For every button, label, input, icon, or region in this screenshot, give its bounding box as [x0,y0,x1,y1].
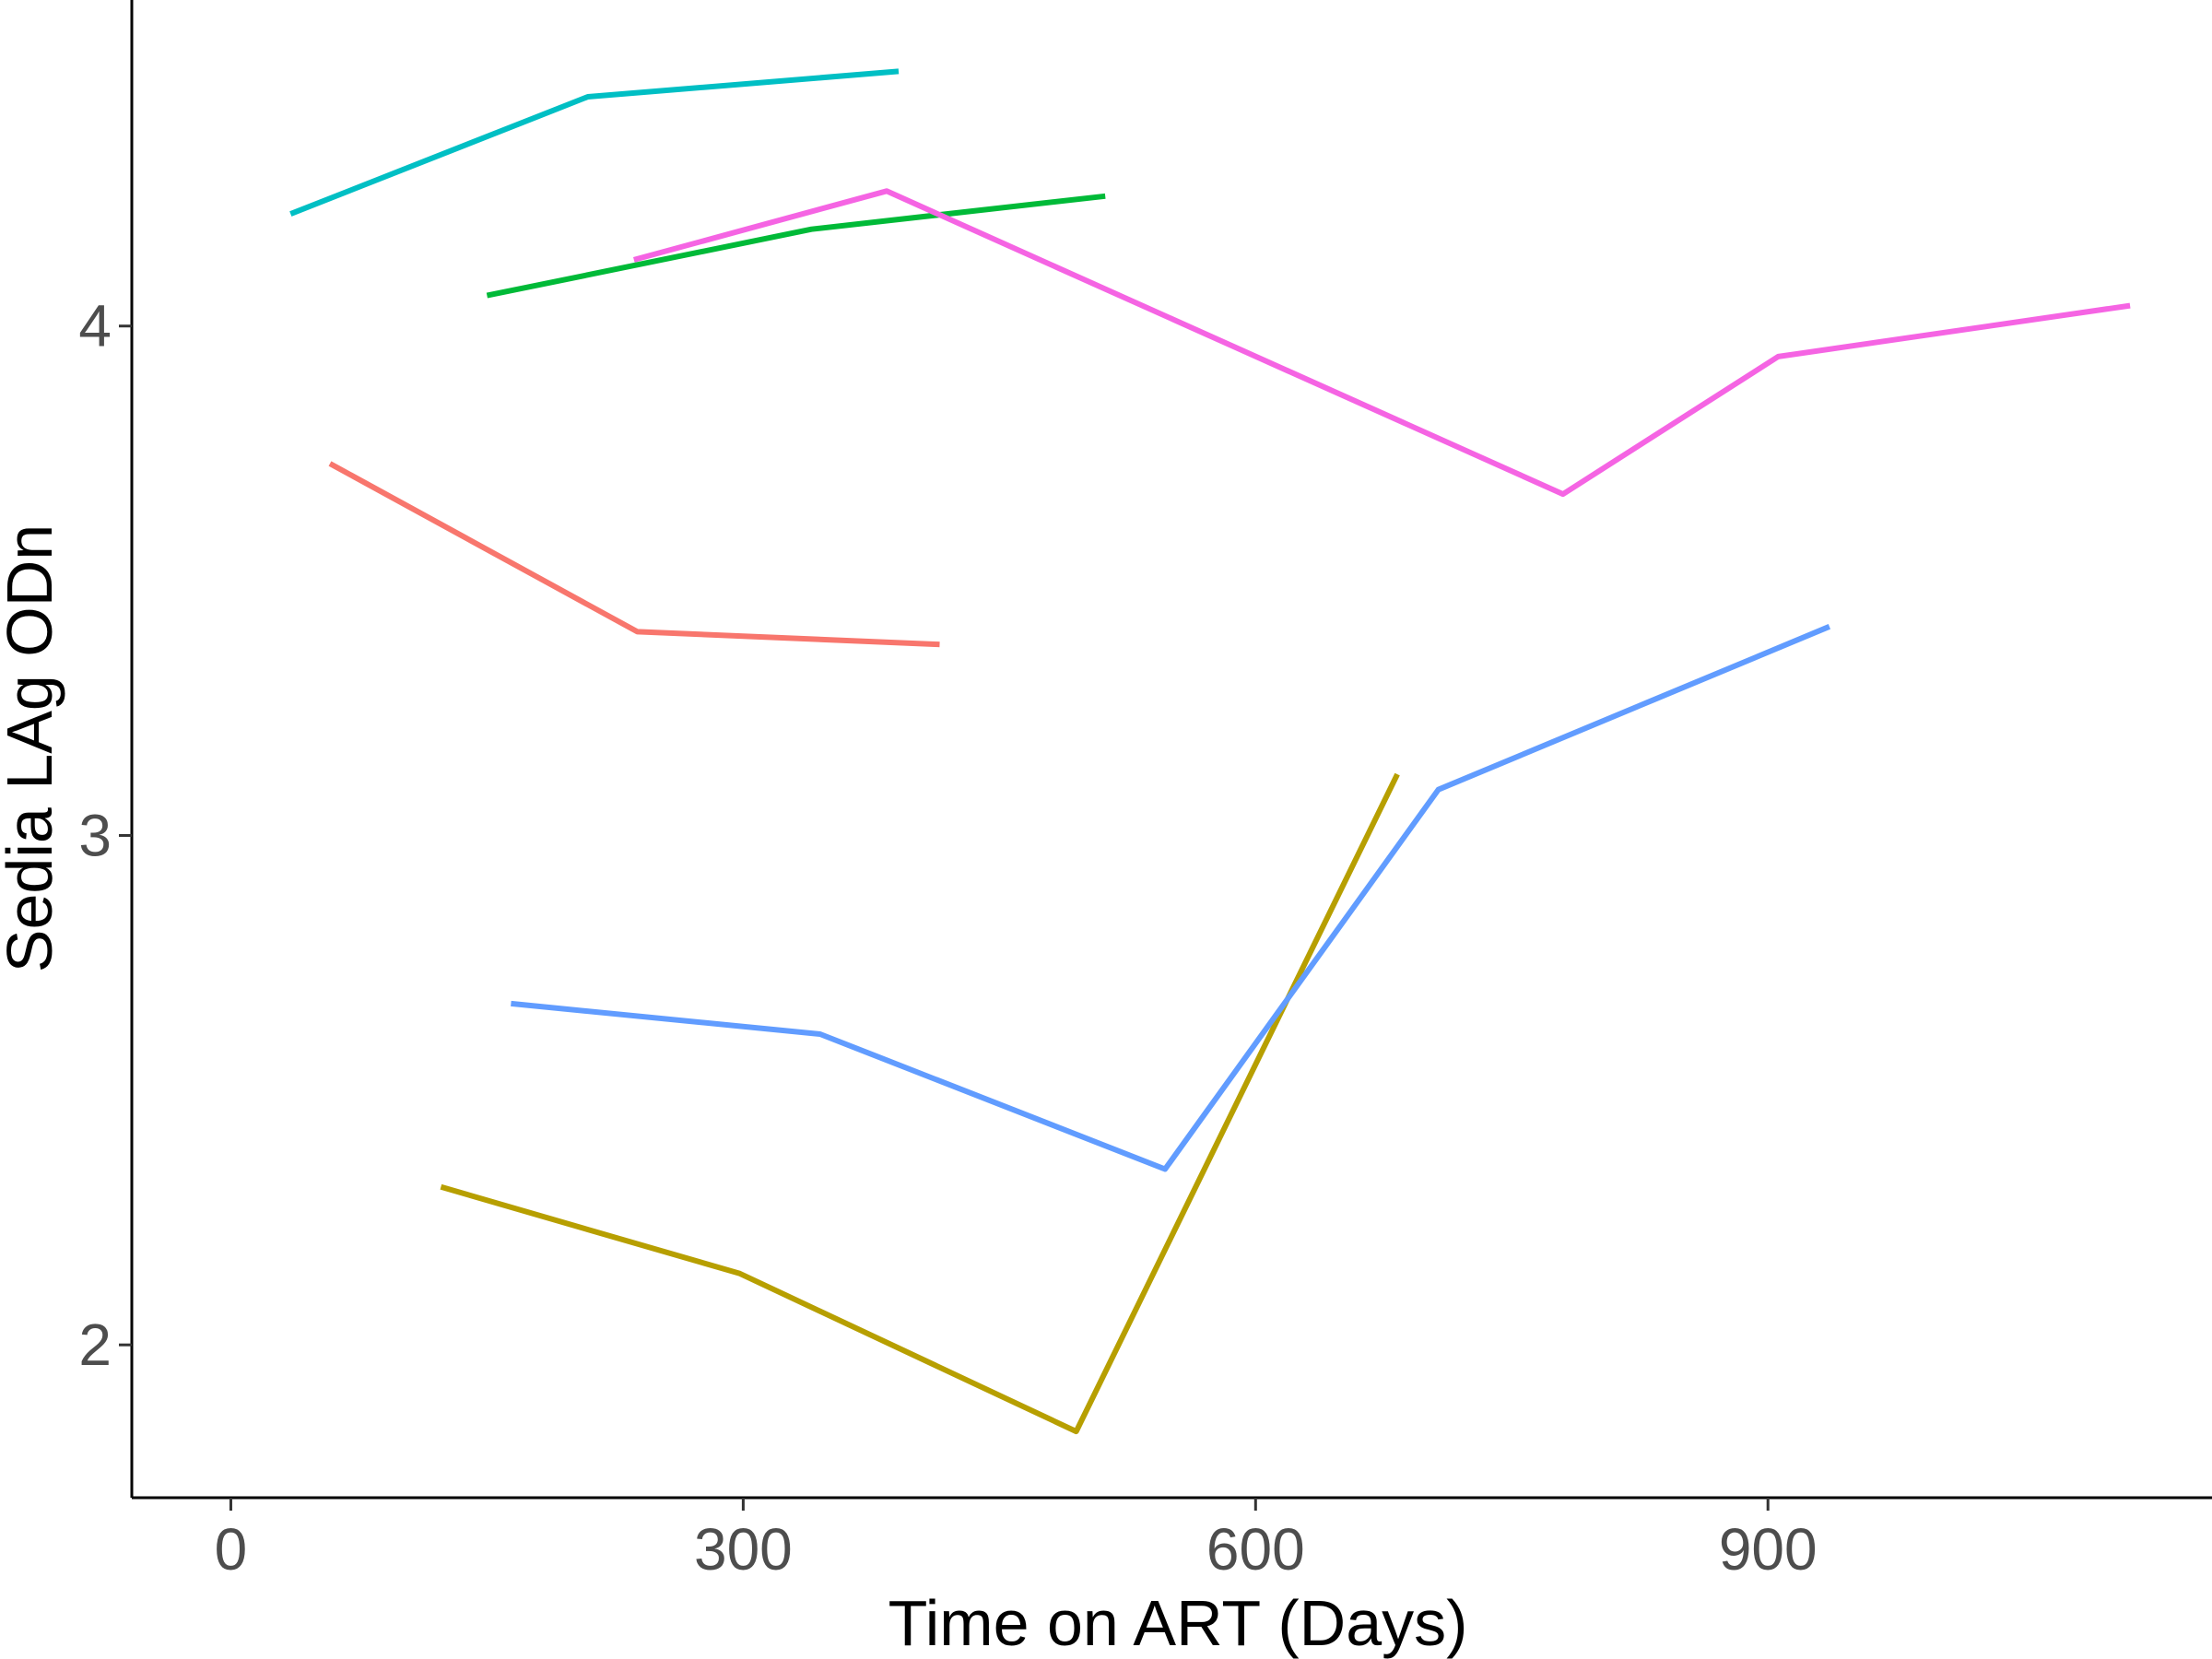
series-layer [289,68,2131,1435]
y-axis-title: Sedia LAg ODn [0,524,65,972]
x-tick-label: 900 [1719,1516,1818,1583]
y-tick-label: 2 [78,1312,112,1378]
x-axis-ticks: 0 300 600 900 [215,1498,1818,1583]
series-line-6 [633,188,2131,498]
x-tick-label: 600 [1206,1516,1305,1583]
series-line-1 [328,461,940,648]
y-tick-label: 3 [78,802,112,868]
series-line-2 [440,772,1400,1435]
series-line-4 [289,68,900,217]
y-tick-label: 4 [78,293,112,359]
series-line-3 [486,193,1106,299]
x-axis-title: Time on ART (Days) [888,1587,1468,1659]
x-tick-label: 300 [694,1516,793,1583]
y-axis-ticks: 2 3 4 [78,293,132,1378]
x-tick-label: 0 [215,1516,248,1583]
series-line-5 [511,624,1831,1172]
